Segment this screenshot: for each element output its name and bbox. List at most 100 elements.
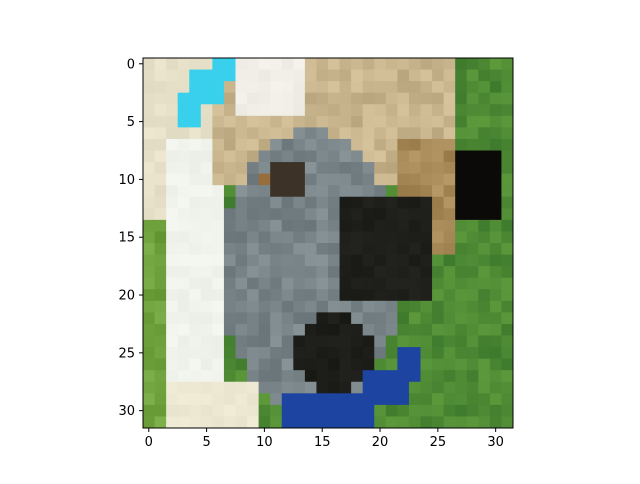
image-pixel (328, 277, 340, 290)
image-pixel (339, 81, 352, 94)
image-pixel (143, 323, 155, 336)
image-pixel (293, 162, 306, 175)
image-pixel (501, 162, 514, 175)
image-pixel (258, 150, 271, 163)
image-pixel (177, 323, 190, 336)
image-pixel (235, 335, 248, 348)
x-tick-label: 25 (430, 435, 447, 450)
image-pixel (304, 243, 317, 255)
image-pixel (281, 127, 294, 140)
image-pixel (177, 138, 190, 151)
image-pixel (200, 138, 213, 151)
image-pixel (258, 185, 271, 198)
image-pixel (408, 277, 421, 290)
image-pixel (339, 300, 352, 313)
image-pixel (247, 335, 260, 348)
image-pixel (385, 358, 398, 371)
image-pixel (177, 173, 190, 186)
image-pixel (166, 300, 179, 313)
image-pixel (200, 335, 213, 348)
image-pixel (143, 173, 155, 186)
image-pixel (501, 58, 514, 70)
image-pixel (466, 196, 479, 209)
image-pixel (374, 162, 387, 175)
image-pixel (478, 266, 491, 279)
image-pixel (420, 393, 433, 406)
image-pixel (247, 404, 260, 417)
image-pixel (443, 69, 456, 82)
image-pixel (374, 92, 387, 105)
image-pixel (328, 69, 340, 82)
image-pixel (408, 381, 421, 394)
image-pixel (339, 347, 352, 360)
image-pixel (281, 58, 294, 70)
image-pixel (455, 173, 468, 186)
image-pixel (200, 196, 213, 209)
image-pixel (235, 150, 248, 163)
image-pixel (304, 323, 317, 336)
image-pixel (432, 335, 445, 348)
image-pixel (408, 289, 421, 302)
image-pixel (143, 289, 155, 302)
image-pixel (420, 358, 433, 371)
image-pixel (374, 208, 387, 221)
image-pixel (362, 185, 375, 198)
image-pixel (455, 358, 468, 371)
image-pixel (293, 208, 306, 221)
image-pixel (200, 370, 213, 383)
image-pixel (478, 370, 491, 383)
image-pixel (432, 393, 445, 406)
image-pixel (200, 381, 213, 394)
image-pixel (235, 416, 248, 429)
image-pixel (397, 289, 410, 302)
image-pixel (397, 254, 410, 267)
image-pixel (235, 92, 248, 105)
image-pixel (443, 162, 456, 175)
image-pixel (420, 104, 433, 117)
image-pixel (235, 347, 248, 360)
image-pixel (281, 81, 294, 94)
image-pixel (328, 254, 340, 267)
image-pixel (304, 208, 317, 221)
image-pixel (235, 312, 248, 325)
image-pixel (281, 335, 294, 348)
image-pixel (466, 323, 479, 336)
image-pixel (247, 58, 260, 70)
image-pixel (166, 323, 179, 336)
image-pixel (501, 300, 514, 313)
image-pixel (200, 92, 213, 105)
image-pixel (489, 208, 502, 221)
image-pixel (443, 81, 456, 94)
image-pixel (189, 69, 202, 82)
image-pixel (501, 219, 514, 232)
image-pixel (235, 300, 248, 313)
image-pixel (385, 335, 398, 348)
image-pixel (223, 231, 236, 244)
image-pixel (455, 196, 468, 209)
image-pixel (385, 231, 398, 244)
image-pixel (351, 185, 364, 198)
image-pixel (420, 312, 433, 325)
image-pixel (143, 81, 155, 94)
image-pixel (166, 173, 179, 186)
image-pixel (443, 196, 456, 209)
image-pixel (408, 370, 421, 383)
y-tick-label: 10 (118, 173, 135, 188)
image-pixel (281, 404, 294, 417)
image-pixel (489, 138, 502, 151)
image-pixel (351, 150, 364, 163)
image-pixel (281, 381, 294, 394)
image-pixel (420, 243, 433, 255)
image-pixel (478, 219, 491, 232)
image-pixel (351, 347, 364, 360)
image-pixel (189, 370, 202, 383)
image-pixel (443, 347, 456, 360)
image-pixel (270, 243, 283, 255)
image-pixel (478, 289, 491, 302)
image-pixel (420, 323, 433, 336)
image-pixel (223, 104, 236, 117)
image-pixel (316, 81, 329, 94)
image-pixel (443, 300, 456, 313)
image-pixel (397, 196, 410, 209)
image-pixel (374, 150, 387, 163)
